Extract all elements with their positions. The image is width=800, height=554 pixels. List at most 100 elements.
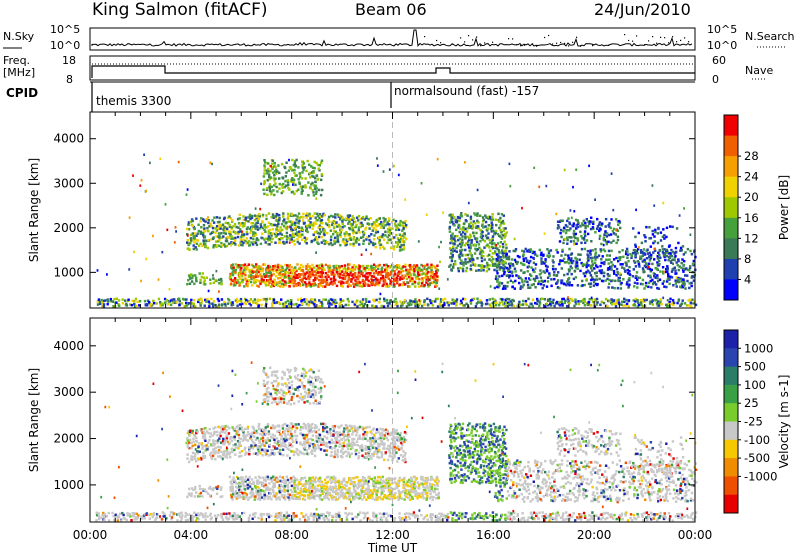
echo-cell	[334, 444, 337, 448]
echo-cell	[364, 275, 367, 279]
echo-cell	[486, 243, 489, 246]
echo-cell	[358, 267, 361, 270]
echo-cell	[251, 225, 254, 228]
echo-cell	[307, 219, 310, 222]
echo-cell	[435, 281, 439, 284]
echo-cell	[309, 285, 313, 288]
echo-cell	[216, 297, 220, 301]
echo-cell	[256, 445, 260, 448]
echo-cell	[660, 302, 663, 306]
echo-cell	[404, 265, 407, 268]
cpid-mode-normalsound: normalsound (fast) -157	[394, 84, 540, 98]
echo-cell	[321, 438, 324, 441]
echo-cell	[685, 304, 689, 307]
echo-cell	[291, 177, 294, 180]
echo-cell	[291, 269, 295, 273]
echo-cell	[418, 299, 421, 302]
echo-cell	[365, 264, 368, 268]
echo-cell	[692, 275, 696, 279]
echo-cell	[669, 253, 672, 257]
echo-cell	[268, 228, 272, 232]
echo-cell	[566, 242, 569, 245]
echo-cell	[253, 431, 256, 434]
echo-cell	[575, 242, 578, 245]
echo-cell	[364, 452, 368, 455]
echo-cell	[344, 439, 347, 442]
echo-cell	[401, 274, 404, 277]
echo-cell	[499, 241, 503, 244]
echo-cell	[261, 213, 265, 217]
echo-cell	[374, 245, 377, 249]
echo-cell	[321, 428, 325, 431]
echo-cell	[239, 268, 242, 272]
echo-cell	[403, 240, 406, 243]
echo-cell	[224, 431, 227, 434]
echo-cell	[622, 255, 625, 259]
echo-cell	[556, 286, 560, 289]
echo-cell	[680, 249, 683, 252]
echo-cell	[589, 264, 592, 268]
echo-cell	[109, 299, 113, 303]
echo-cell	[488, 258, 491, 261]
echo-cell	[426, 297, 429, 301]
echo-cell	[384, 234, 387, 237]
echo-cell	[682, 278, 685, 281]
echo-cell	[252, 237, 255, 241]
echo-cell	[393, 269, 396, 273]
echo-cell	[398, 272, 401, 276]
echo-cell	[618, 219, 621, 223]
echo-cell	[531, 304, 534, 308]
echo-cell	[374, 283, 377, 287]
echo-cell	[195, 234, 198, 237]
echo-cell	[191, 444, 194, 448]
echo-cell	[438, 303, 441, 306]
echo-cell	[338, 225, 341, 228]
echo-cell	[320, 161, 323, 165]
echo-cell	[374, 277, 378, 280]
echo-cell	[212, 427, 215, 430]
echo-cell	[115, 301, 118, 304]
echo-cell	[290, 238, 293, 241]
echo-cell	[614, 279, 617, 283]
echo-cell	[240, 300, 243, 303]
echo-cell	[665, 267, 668, 271]
echo-cell	[369, 437, 372, 440]
echo-cell	[532, 261, 536, 265]
echo-cell	[186, 445, 189, 449]
echo-cell	[389, 433, 392, 436]
echo-cell	[643, 258, 646, 262]
echo-cell	[222, 437, 225, 441]
echo-cell	[204, 229, 207, 233]
echo-cell	[286, 212, 290, 216]
echo-cell	[694, 303, 698, 307]
echo-cell	[562, 230, 565, 233]
echo-cell	[232, 225, 235, 228]
echo-cell	[385, 269, 389, 272]
echo-cell	[259, 452, 262, 455]
echo-cell	[565, 283, 568, 287]
echo-cell	[516, 260, 519, 264]
echo-cell	[285, 427, 288, 431]
echo-cell	[402, 301, 405, 304]
echo-cell	[220, 450, 223, 454]
echo-cell	[393, 222, 397, 226]
echo-cell	[236, 440, 240, 443]
echo-cell	[280, 233, 284, 236]
echo-cell	[386, 429, 390, 433]
echo-cell	[617, 256, 621, 260]
echo-cell	[212, 300, 216, 303]
echo-cell	[602, 243, 605, 247]
echo-cell	[505, 302, 508, 305]
echo-cell	[580, 261, 583, 265]
echo-cell	[211, 230, 215, 234]
echo-cell	[316, 214, 320, 218]
echo-cell	[273, 380, 276, 383]
echo-cell	[449, 241, 452, 245]
echo-cell	[299, 284, 302, 287]
echo-cell	[314, 430, 318, 434]
echo-cell	[240, 454, 243, 458]
echo-cell	[538, 280, 541, 283]
echo-cell	[460, 212, 463, 215]
echo-cell	[389, 452, 392, 455]
echo-cell	[238, 217, 241, 220]
